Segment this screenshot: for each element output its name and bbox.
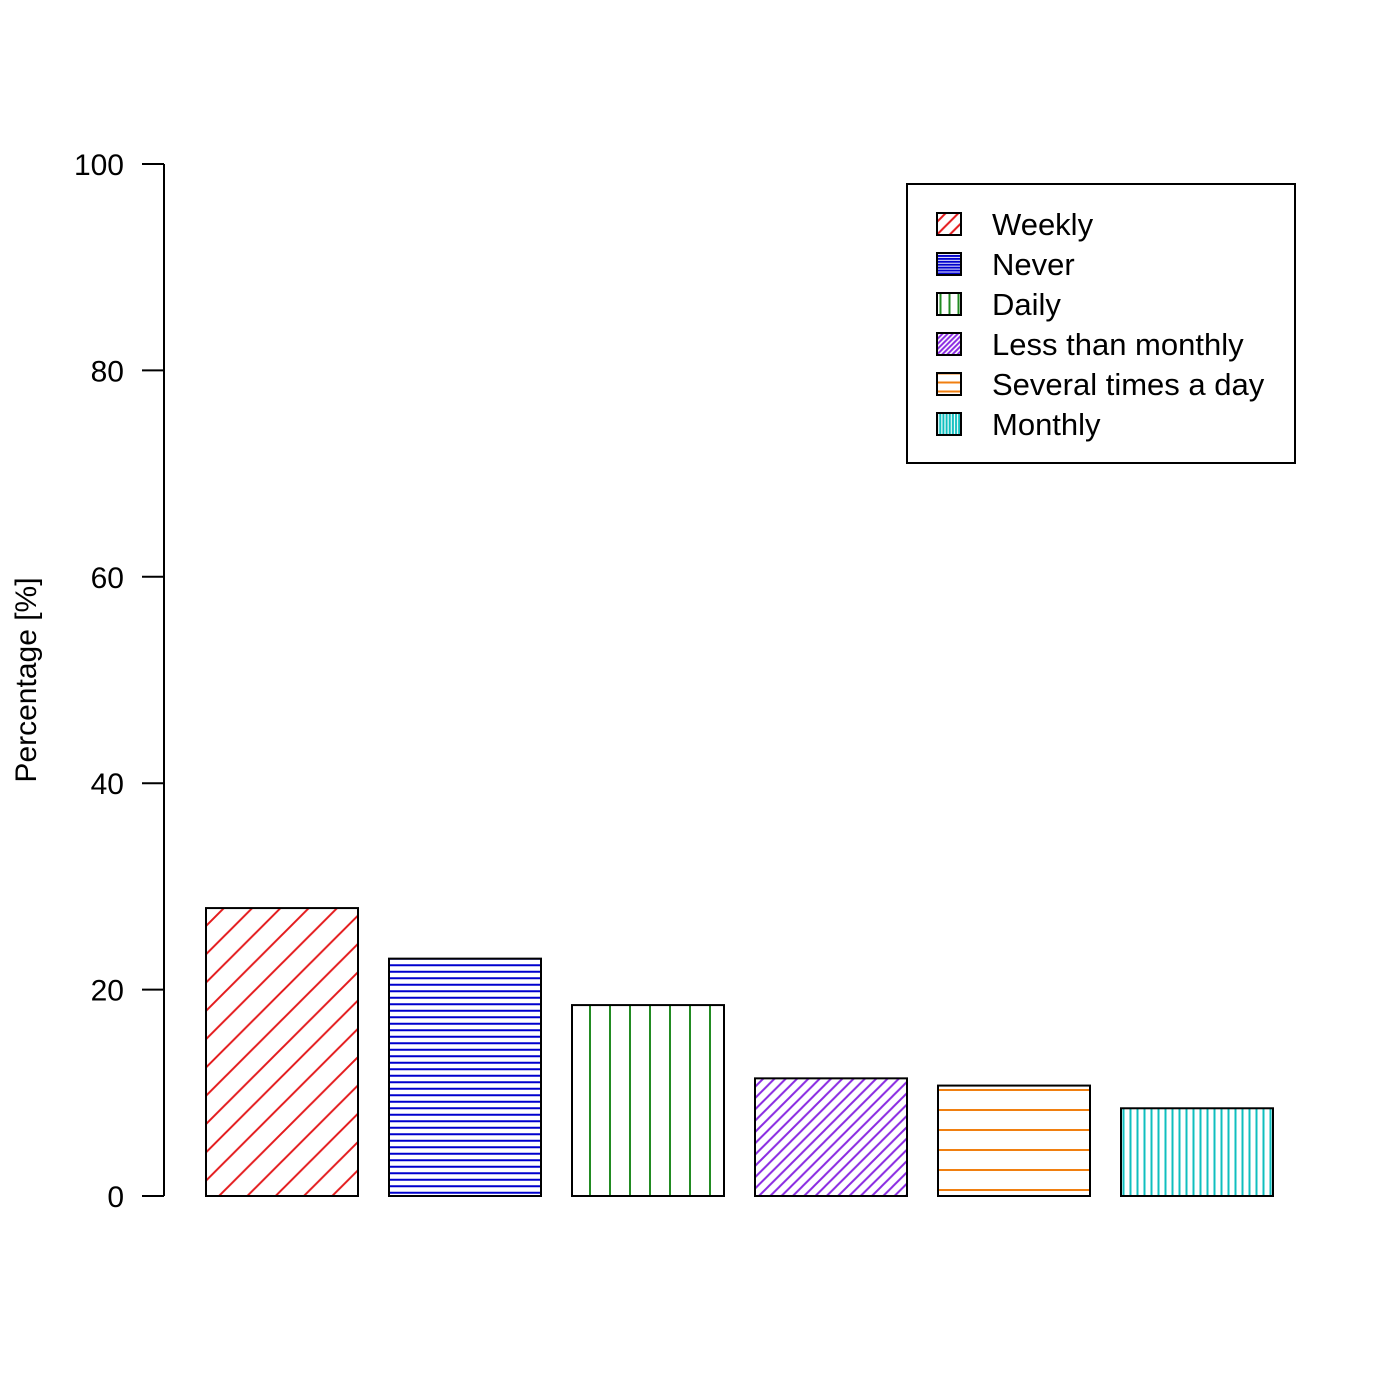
- legend-swatch: [936, 292, 962, 316]
- bar-daily: [571, 1004, 725, 1198]
- legend-swatch: [936, 212, 962, 236]
- legend-swatch: [936, 412, 962, 436]
- legend: Weekly Never Daily Less than monthly Several…: [906, 183, 1296, 464]
- legend-label: Monthly: [992, 407, 1101, 442]
- legend-label: Weekly: [992, 207, 1094, 242]
- legend-label: Several times a day: [992, 367, 1265, 402]
- legend-swatch: [936, 252, 962, 276]
- y-tick-label: 80: [91, 355, 124, 388]
- y-tick-label: 60: [91, 562, 124, 595]
- y-tick-label: 0: [107, 1181, 124, 1214]
- y-tick-label: 20: [91, 975, 124, 1008]
- bars-group: [205, 907, 1274, 1198]
- bar-several-times-a-day: [937, 1084, 1091, 1198]
- legend-label: Less than monthly: [992, 327, 1244, 362]
- bar-monthly: [1120, 1107, 1274, 1198]
- y-axis: 0 20 40 60 80 100: [74, 149, 165, 1214]
- legend-swatch: [936, 372, 962, 396]
- bar-never: [388, 957, 542, 1198]
- bar-weekly: [205, 907, 359, 1198]
- y-tick-label: 100: [74, 149, 124, 182]
- bar-less-than-monthly: [754, 1077, 908, 1198]
- legend-label: Daily: [992, 287, 1061, 322]
- y-tick-label: 40: [91, 768, 124, 801]
- legend-box: [906, 183, 1296, 464]
- y-axis-label: Percentage [%]: [10, 577, 43, 782]
- legend-swatch: [936, 332, 962, 356]
- legend-label: Never: [992, 247, 1075, 282]
